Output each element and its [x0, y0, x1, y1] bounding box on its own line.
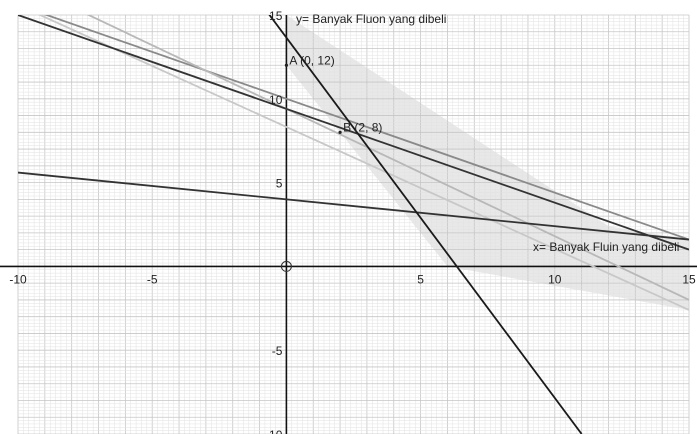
- x-tick-label: -5: [147, 272, 158, 286]
- axes: [0, 15, 697, 434]
- point-marker: [338, 130, 342, 134]
- point-marker: [284, 63, 288, 67]
- tick-labels: -10 -5 5 10 15 15 10 5 -5 -10: [9, 9, 696, 434]
- x-axis-label: x= Banyak Fluin yang dibeli: [533, 240, 679, 254]
- point-label-a: A (0, 12): [289, 53, 334, 67]
- y-tick-label: -10: [265, 428, 283, 434]
- constraint-line-2: [86, 15, 689, 301]
- y-tick-label: -5: [272, 344, 283, 358]
- constraint-line-6: [268, 15, 583, 434]
- y-tick-label: 5: [276, 177, 283, 191]
- point-labels: A (0, 12) B (2, 8): [284, 53, 382, 134]
- x-tick-label: 15: [682, 272, 696, 286]
- grid: [17, 14, 690, 434]
- constraint-line-5: [18, 171, 689, 241]
- constraint-line-4: [18, 15, 689, 251]
- constraint-line-1: [44, 15, 689, 241]
- point-label-b: B (2, 8): [343, 120, 382, 134]
- y-axis-label: y= Banyak Fluon yang dibeli: [296, 12, 446, 26]
- x-tick-label: 5: [417, 272, 424, 286]
- x-tick-label: -10: [9, 272, 27, 286]
- constraint-line-3: [37, 15, 689, 311]
- y-tick-label: 15: [269, 9, 283, 23]
- origin-marker: [280, 260, 292, 272]
- constraint-lines: [18, 15, 689, 434]
- x-tick-label: 10: [548, 272, 562, 286]
- y-tick-label: 10: [269, 93, 283, 107]
